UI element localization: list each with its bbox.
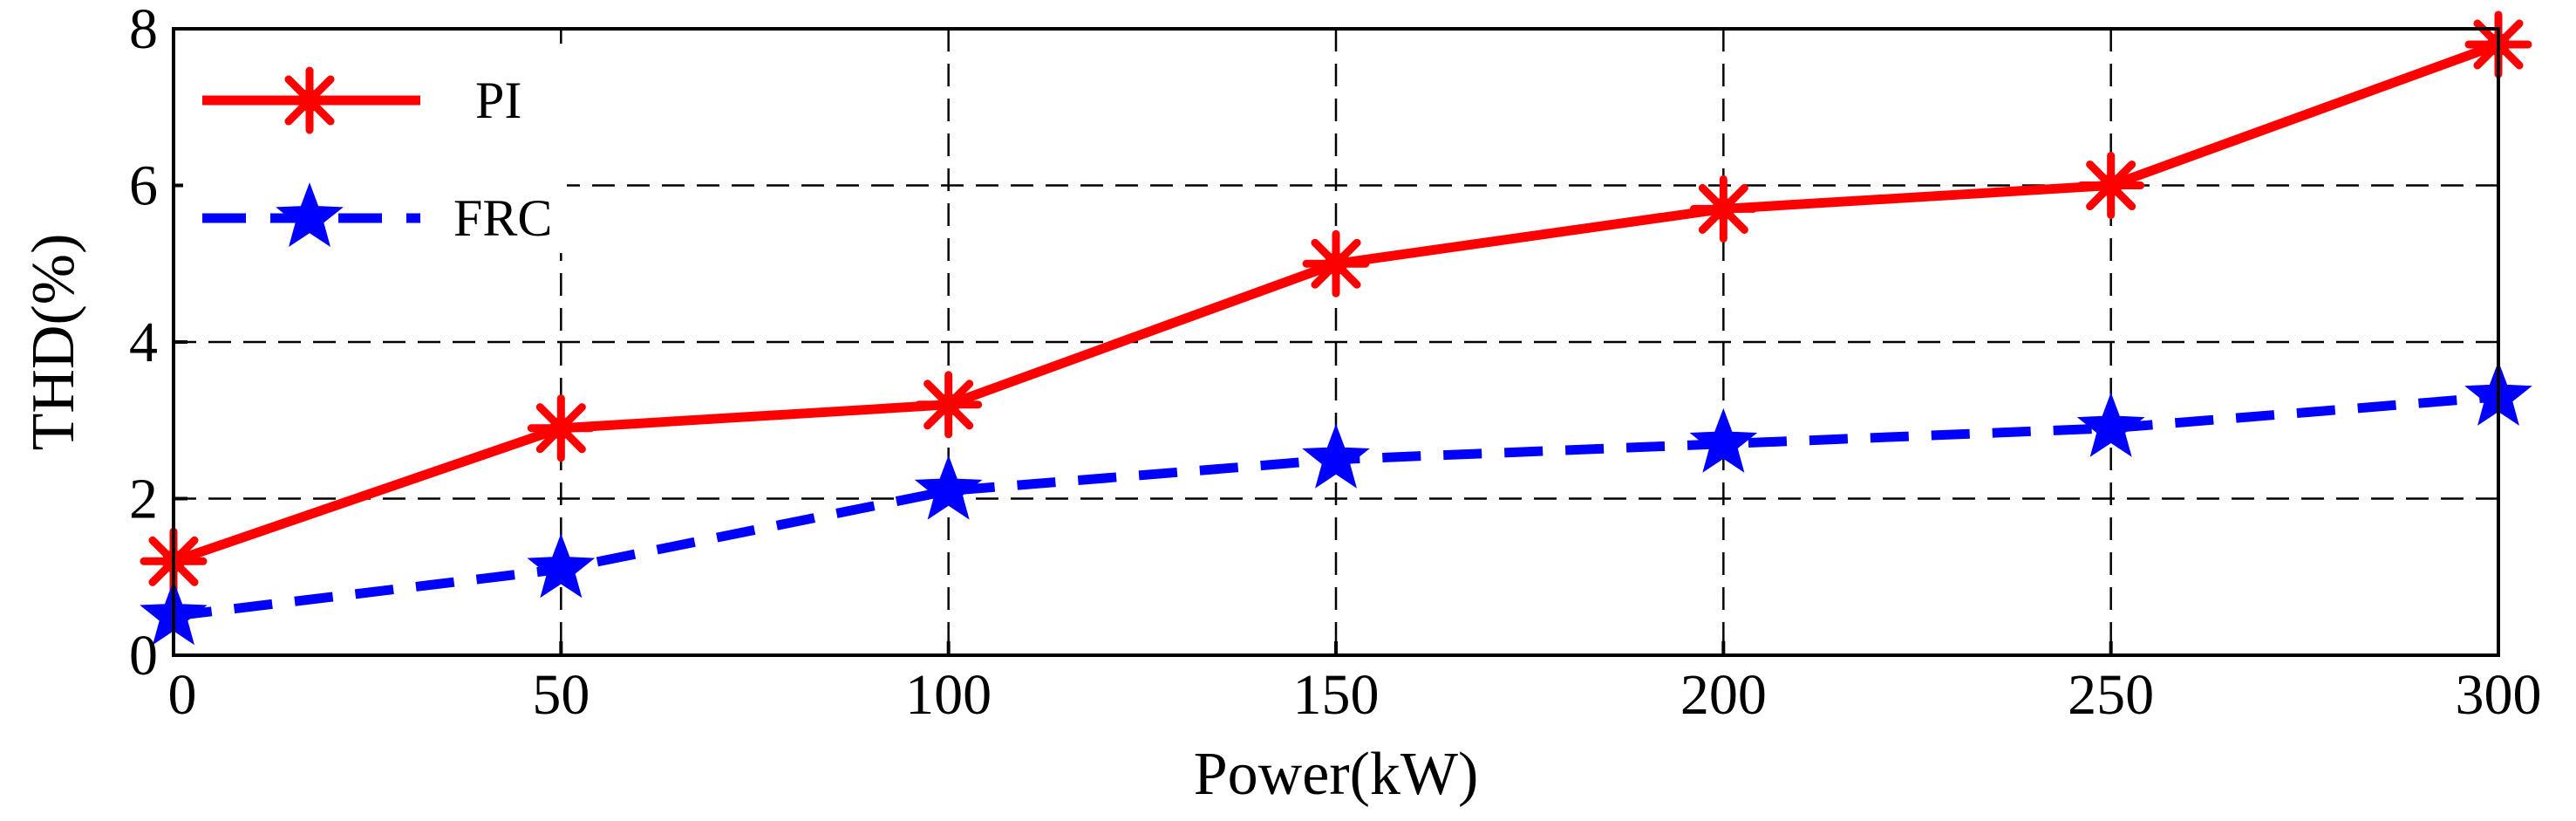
tick-layer: 0 50 100 150 200 250 300 0 2 4 6 8: [129, 0, 2542, 727]
data-point-pi: [1689, 174, 1757, 243]
legend-marker-pi: [276, 66, 344, 134]
legend-marker-shape: [276, 66, 344, 134]
x-tick-label: 100: [905, 663, 992, 727]
x-tick-label: 250: [2068, 663, 2154, 727]
y-tick-label: 0: [129, 624, 158, 688]
data-point-frc: [1689, 407, 1758, 473]
x-tick-label: 50: [532, 663, 589, 727]
legend-label-pi: PI: [475, 72, 521, 129]
data-point-frc: [1302, 423, 1370, 489]
y-tick-label: 6: [129, 154, 158, 218]
data-point-pi: [1302, 229, 1370, 298]
legend-marker-frc: [276, 182, 344, 247]
legend-label-frc: FRC: [453, 189, 552, 247]
series-layer: [140, 10, 2532, 646]
y-tick-label: 4: [129, 311, 158, 374]
y-tick-label: 8: [129, 0, 158, 61]
x-tick-label: 200: [1680, 663, 1767, 727]
x-axis-label: Power(kW): [1194, 741, 1479, 808]
data-point-pi: [2077, 152, 2145, 219]
legend-marker-shape: [276, 182, 344, 247]
data-point-frc: [914, 455, 983, 520]
x-tick-label: 300: [2456, 663, 2542, 727]
x-tick-label: 150: [1293, 663, 1380, 727]
data-point-frc: [2076, 392, 2145, 457]
data-point-pi: [915, 371, 983, 439]
data-point-pi: [527, 394, 595, 462]
x-tick-label: 0: [168, 663, 197, 727]
y-axis-label: THD(%): [20, 234, 87, 451]
data-point-frc: [527, 533, 596, 599]
y-tick-label: 2: [129, 468, 158, 531]
legend: PI FRC: [183, 44, 567, 253]
